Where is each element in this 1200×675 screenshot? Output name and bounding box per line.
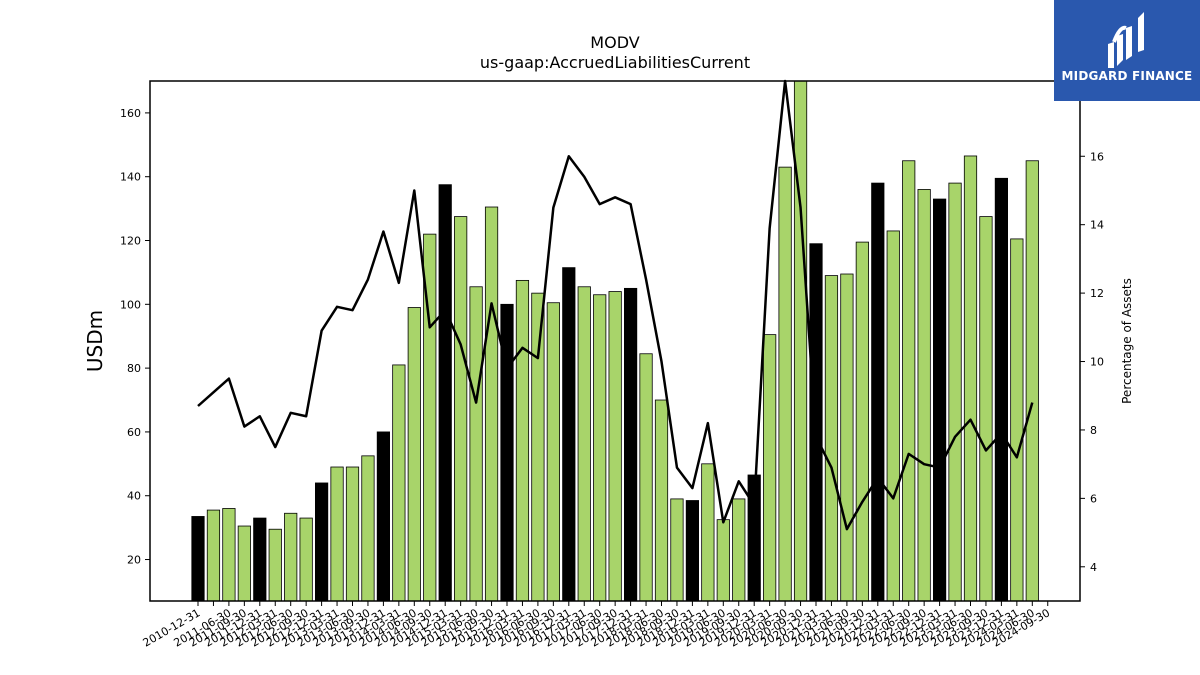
bar xyxy=(330,466,344,602)
bar xyxy=(562,267,576,602)
bar xyxy=(206,509,221,602)
y2-tick-label: 10 xyxy=(1090,356,1104,369)
y-tick-label: 160 xyxy=(120,107,141,120)
y-axis-ticks: 20 40 60 80 100 120 140 160 xyxy=(120,107,150,567)
y2-tick-label: 6 xyxy=(1090,492,1097,505)
bar xyxy=(963,155,978,602)
bar xyxy=(1010,238,1024,602)
bar xyxy=(933,198,947,602)
y2-tick-label: 12 xyxy=(1090,287,1104,300)
bar xyxy=(948,182,962,602)
y-tick-label: 60 xyxy=(127,426,141,439)
midgard-logo-icon xyxy=(1108,12,1144,68)
bar xyxy=(438,184,452,602)
y-tick-label: 40 xyxy=(127,490,141,503)
y2-tick-label: 16 xyxy=(1090,150,1104,163)
y2-tick-label: 14 xyxy=(1090,219,1104,232)
bar xyxy=(314,482,329,602)
chart-title: MODV xyxy=(590,33,639,52)
bar xyxy=(639,353,653,602)
bar xyxy=(253,517,267,602)
bar xyxy=(454,216,468,602)
y2-tick-label: 4 xyxy=(1090,561,1097,574)
bar xyxy=(237,525,251,602)
y2-axis-ticks: 4 6 8 10 12 14 16 xyxy=(1080,150,1104,574)
y-tick-label: 120 xyxy=(120,235,141,248)
bar xyxy=(871,182,885,602)
bar xyxy=(407,307,421,602)
bar xyxy=(716,519,730,602)
y-axis-label: USDm xyxy=(83,310,107,372)
bar xyxy=(824,275,839,602)
bar xyxy=(778,166,792,602)
bar xyxy=(546,302,560,602)
bar xyxy=(793,80,808,602)
y2-tick-label: 8 xyxy=(1090,424,1097,437)
bar xyxy=(484,206,499,602)
bar xyxy=(191,516,205,602)
bar xyxy=(345,466,360,602)
bar xyxy=(299,517,313,602)
bar xyxy=(577,286,591,602)
bar xyxy=(284,512,298,602)
bar xyxy=(902,160,916,602)
bar xyxy=(361,455,375,602)
bar xyxy=(531,292,545,602)
bar xyxy=(392,364,406,602)
brand-name: MIDGARD FINANCE xyxy=(1061,69,1193,83)
bar xyxy=(886,230,900,602)
bar xyxy=(1025,160,1039,602)
bar xyxy=(268,528,282,602)
y-tick-label: 80 xyxy=(127,362,141,375)
bar xyxy=(222,508,236,602)
brand-logo: MIDGARD FINANCE xyxy=(1054,0,1200,101)
bar xyxy=(917,189,931,602)
bar xyxy=(840,273,854,602)
bar xyxy=(701,463,715,602)
bar xyxy=(593,294,607,602)
y2-axis-label: Percentage of Assets xyxy=(1120,278,1134,404)
y-tick-label: 100 xyxy=(120,298,141,311)
y-tick-label: 20 xyxy=(127,554,141,567)
bar xyxy=(654,399,669,602)
y-tick-label: 140 xyxy=(120,171,141,184)
bar xyxy=(515,279,530,602)
bar xyxy=(732,498,746,602)
bar xyxy=(685,500,700,602)
line-layer xyxy=(197,79,1034,531)
bar xyxy=(763,334,777,602)
bar xyxy=(994,177,1009,602)
percentage-line xyxy=(197,79,1034,531)
bar xyxy=(624,287,638,602)
bar xyxy=(608,291,622,602)
bar xyxy=(469,286,483,602)
bar xyxy=(855,241,869,602)
bar xyxy=(376,431,391,602)
bar xyxy=(670,498,684,602)
chart-subtitle: us-gaap:AccruedLiabilitiesCurrent xyxy=(480,53,750,72)
x-axis-ticks: 2010-12-312011-06-302011-09-302011-12-31… xyxy=(141,601,1052,650)
bar xyxy=(979,216,993,602)
